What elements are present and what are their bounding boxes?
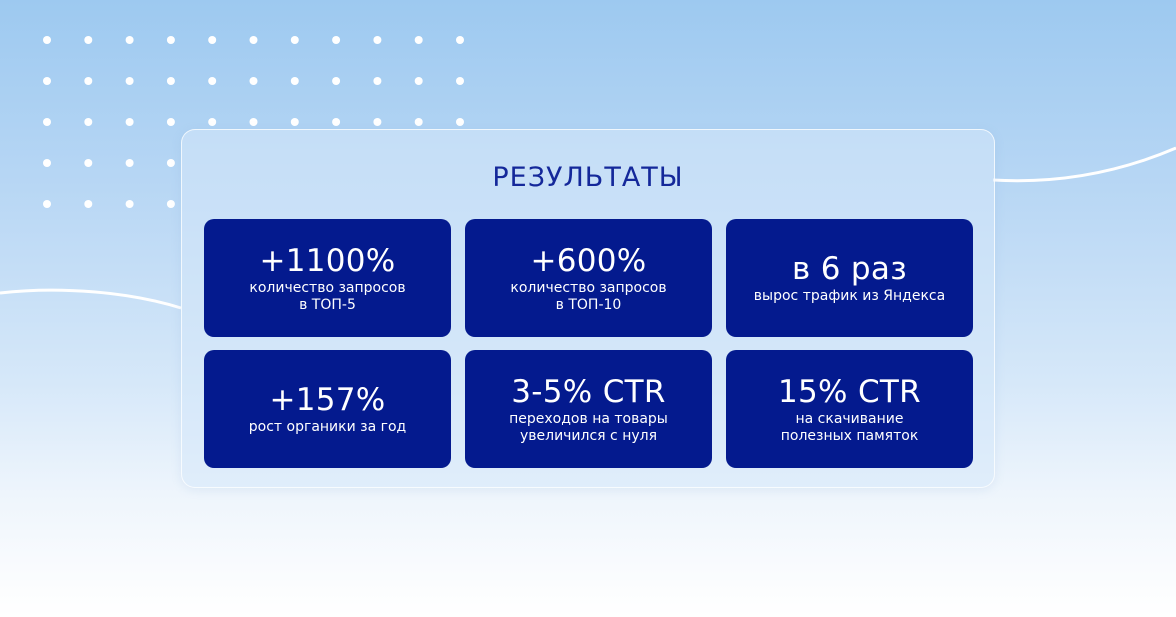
decorative-dot	[43, 200, 51, 208]
result-description: вырос трафик из Яндекса	[754, 288, 945, 305]
left-curve-line	[0, 288, 182, 310]
decorative-dot	[43, 159, 51, 167]
decorative-dot	[332, 77, 341, 85]
result-value: +157%	[269, 382, 386, 418]
panel-title: РЕЗУЛЬТАТЫ	[492, 162, 684, 193]
decorative-dot	[290, 118, 299, 126]
decorative-dot	[84, 77, 93, 85]
decorative-dot	[373, 77, 382, 85]
result-description: количество запросов в ТОП-10	[510, 280, 666, 314]
decorative-dot	[166, 118, 175, 126]
decorative-dot	[84, 36, 93, 44]
decorative-dot	[166, 200, 175, 208]
result-description-line: полезных памяток	[780, 427, 919, 444]
decorative-dot	[166, 159, 175, 167]
decorative-dot	[456, 118, 464, 126]
result-description: количество запросов в ТОП-5	[249, 280, 405, 314]
result-description-line: в ТОП-10	[555, 296, 622, 313]
result-description: на скачивание полезных памяток	[781, 411, 919, 445]
decorative-dot	[43, 118, 51, 126]
result-description-line: переходов на товары	[509, 410, 668, 427]
result-value: в 6 раз	[792, 251, 907, 287]
result-description-line: количество запросов	[249, 279, 406, 296]
result-description-line: вырос трафик из Яндекса	[753, 288, 946, 304]
result-description-line: в ТОП-5	[299, 296, 356, 313]
decorative-dot	[125, 77, 134, 85]
result-description: переходов на товары увеличился с нуля	[509, 411, 668, 445]
decorative-dot	[414, 36, 423, 44]
decorative-dot	[414, 77, 423, 85]
result-value: +600%	[530, 242, 647, 279]
result-description-line: количество запросов	[510, 279, 667, 296]
result-card-6: 15% CTR на скачивание полезных памяток	[726, 350, 973, 468]
results-panel: РЕЗУЛЬТАТЫ +1100% количество запросов в …	[181, 129, 995, 488]
decorative-dot	[43, 77, 51, 85]
result-card-2: +600% количество запросов в ТОП-10	[465, 219, 712, 337]
decorative-dot	[84, 118, 93, 126]
decorative-dot	[373, 118, 382, 126]
right-curve-line	[992, 146, 1176, 183]
decorative-dot	[208, 36, 217, 44]
decorative-dot	[456, 36, 464, 44]
decorative-dot	[456, 77, 464, 85]
decorative-dot-grid	[43, 36, 464, 208]
result-value: 15% CTR	[778, 373, 921, 410]
result-description-line: рост органики за год	[248, 419, 407, 435]
decorative-dot	[249, 36, 258, 44]
result-value: +1100%	[259, 242, 396, 279]
result-card-5: 3-5% CTR переходов на товары увеличился …	[465, 350, 712, 468]
decorative-dot	[373, 36, 382, 44]
decorative-dot	[84, 200, 93, 208]
result-card-3: в 6 раз вырос трафик из Яндекса	[726, 219, 973, 337]
decorative-dot	[332, 36, 341, 44]
result-description-line: на скачивание	[795, 410, 904, 427]
decorative-dot	[166, 36, 175, 44]
result-value: 3-5% CTR	[511, 373, 666, 410]
decorative-dot	[84, 159, 93, 167]
decorative-dot	[125, 118, 134, 126]
decorative-dot	[125, 36, 134, 44]
decorative-dot	[249, 77, 258, 85]
decorative-dot	[414, 118, 423, 126]
decorative-dot	[125, 159, 134, 167]
result-card-4: +157% рост органики за год	[204, 350, 451, 468]
decorative-dot	[208, 77, 217, 85]
result-description: рост органики за год	[249, 419, 406, 436]
result-card-1: +1100% количество запросов в ТОП-5	[204, 219, 451, 337]
decorative-dot	[249, 118, 258, 126]
result-description-line: увеличился с нуля	[519, 427, 658, 444]
decorative-dot	[290, 36, 299, 44]
decorative-dot	[166, 77, 175, 85]
decorative-dot	[125, 200, 134, 208]
decorative-dot	[332, 118, 341, 126]
decorative-dot	[43, 36, 51, 44]
decorative-dot	[290, 77, 299, 85]
results-grid: +1100% количество запросов в ТОП-5 +600%…	[204, 219, 973, 468]
decorative-dot	[208, 118, 217, 126]
